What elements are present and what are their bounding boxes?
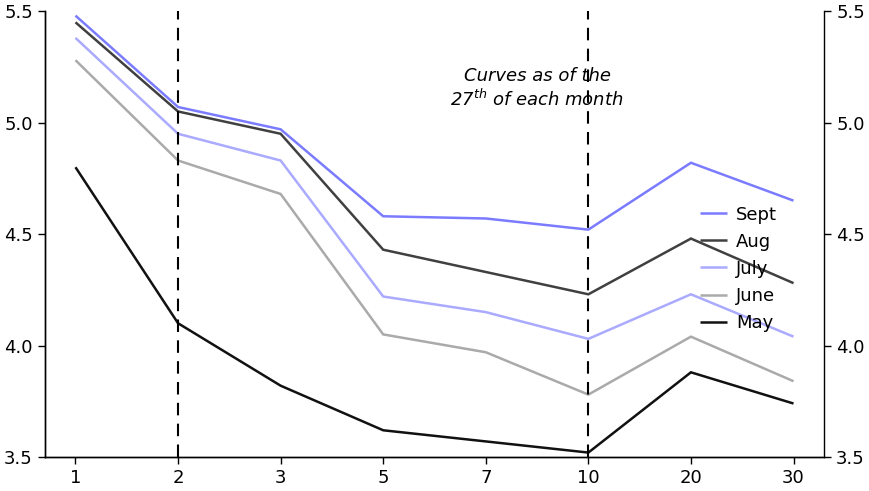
Sept (70, 13, 81, 19)
July (70, 35, 81, 41)
Aug (583, 291, 594, 297)
June (583, 392, 594, 398)
June (378, 331, 388, 337)
July (481, 309, 491, 315)
Aug (788, 280, 799, 286)
Line: May: May (76, 167, 793, 453)
Text: Curves as of the
27$^{th}$ of each month: Curves as of the 27$^{th}$ of each month (450, 67, 624, 109)
June (275, 191, 286, 197)
June (173, 158, 183, 164)
Line: June: June (76, 60, 793, 395)
May (686, 369, 696, 375)
Sept (583, 227, 594, 233)
Aug (481, 269, 491, 275)
May (70, 164, 81, 170)
May (583, 450, 594, 456)
Sept (788, 198, 799, 204)
May (173, 320, 183, 326)
May (275, 383, 286, 389)
Sept (275, 126, 286, 132)
Line: Aug: Aug (76, 22, 793, 294)
May (378, 427, 388, 433)
Aug (173, 109, 183, 114)
June (481, 349, 491, 355)
June (788, 378, 799, 384)
June (686, 334, 696, 340)
Aug (686, 236, 696, 242)
Legend: Sept, Aug, July, June, May: Sept, Aug, July, June, May (693, 198, 784, 339)
Aug (378, 247, 388, 253)
July (686, 291, 696, 297)
June (70, 57, 81, 63)
July (583, 336, 594, 342)
Line: Sept: Sept (76, 16, 793, 230)
July (275, 158, 286, 164)
Line: July: July (76, 38, 793, 339)
May (481, 438, 491, 444)
Sept (173, 104, 183, 110)
Sept (686, 160, 696, 165)
Sept (378, 213, 388, 219)
May (788, 401, 799, 407)
Sept (481, 216, 491, 221)
July (173, 131, 183, 136)
July (788, 334, 799, 340)
July (378, 294, 388, 300)
Aug (70, 19, 81, 25)
Aug (275, 131, 286, 136)
